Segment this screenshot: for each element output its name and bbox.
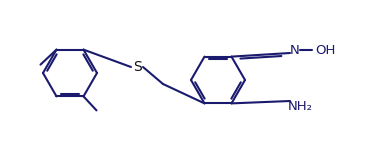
Text: OH: OH <box>315 43 335 56</box>
Text: S: S <box>133 60 141 74</box>
Text: N: N <box>290 43 300 56</box>
Text: NH₂: NH₂ <box>288 101 312 114</box>
